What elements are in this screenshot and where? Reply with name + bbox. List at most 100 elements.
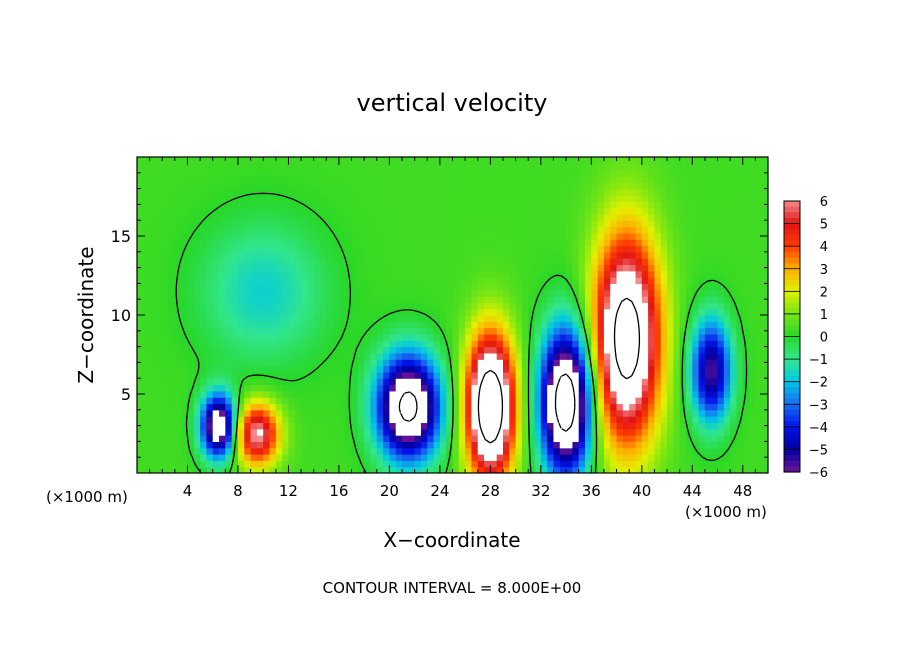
heatmap-cell <box>484 264 491 272</box>
heatmap-cell <box>376 428 384 436</box>
heatmap-cell <box>465 182 473 190</box>
heatmap-cell <box>275 315 283 322</box>
heatmap-cell <box>610 378 618 386</box>
heatmap-cell <box>143 277 151 284</box>
heatmap-cell <box>761 188 768 196</box>
heatmap-cell <box>521 315 529 322</box>
heatmap-cell <box>484 194 491 202</box>
heatmap-cell <box>193 283 201 291</box>
heatmap-cell <box>143 226 151 234</box>
heatmap-cell <box>408 460 416 468</box>
heatmap-cell <box>244 378 252 386</box>
heatmap-cell <box>597 435 605 442</box>
heatmap-cell <box>572 258 580 266</box>
heatmap-cell <box>547 315 555 322</box>
heatmap-cell <box>477 163 485 171</box>
heatmap-cell <box>484 283 491 291</box>
heatmap-cell <box>730 207 738 215</box>
heatmap-cell <box>591 157 599 164</box>
heatmap-cell <box>692 435 700 442</box>
heatmap-cell <box>200 245 208 253</box>
heatmap-cell <box>616 441 624 449</box>
heatmap-cell <box>502 283 510 291</box>
heatmap-cell <box>376 454 384 461</box>
heatmap-cell <box>250 454 258 461</box>
heatmap-cell <box>597 175 605 183</box>
heatmap-cell <box>610 327 618 335</box>
heatmap-cell <box>200 188 208 196</box>
heatmap-cell <box>433 346 441 354</box>
heatmap-cell <box>465 371 473 379</box>
heatmap-cell <box>174 435 182 442</box>
heatmap-cell <box>528 340 536 348</box>
heatmap-cell <box>471 466 479 473</box>
heatmap-cell <box>654 460 662 468</box>
heatmap-cell <box>502 352 510 360</box>
heatmap-cell <box>395 289 403 297</box>
heatmap-cell <box>578 321 586 329</box>
heatmap-cell <box>162 258 170 266</box>
heatmap-cell <box>168 251 176 259</box>
heatmap-cell <box>427 384 435 392</box>
heatmap-cell <box>572 302 580 310</box>
heatmap-cell <box>484 201 491 209</box>
heatmap-cell <box>269 296 277 303</box>
heatmap-cell <box>301 289 308 297</box>
heatmap-cell <box>534 194 542 202</box>
heatmap-cell <box>244 251 252 259</box>
heatmap-cell <box>364 245 372 253</box>
heatmap-cell <box>250 435 258 442</box>
heatmap-cell <box>162 315 170 322</box>
heatmap-cell <box>282 239 290 247</box>
heatmap-cell <box>250 245 258 253</box>
heatmap-cell <box>749 384 756 392</box>
heatmap-cell <box>465 447 473 455</box>
heatmap-cell <box>685 251 693 259</box>
heatmap-cell <box>414 428 422 436</box>
heatmap-cell <box>389 327 397 335</box>
heatmap-cell <box>282 454 290 461</box>
heatmap-cell <box>685 359 693 367</box>
heatmap-cell <box>585 182 592 190</box>
heatmap-cell <box>414 213 422 221</box>
heatmap-cell <box>301 220 308 228</box>
heatmap-cell <box>578 346 586 354</box>
heatmap-cell <box>187 365 195 373</box>
heatmap-cell <box>515 194 523 202</box>
heatmap-cell <box>496 169 504 177</box>
heatmap-cell <box>231 428 239 436</box>
heatmap-cell <box>597 428 605 436</box>
heatmap-cell <box>616 403 624 411</box>
heatmap-cell <box>496 409 504 417</box>
heatmap-cell <box>509 175 517 183</box>
heatmap-cell <box>547 232 555 240</box>
heatmap-cell <box>654 226 662 234</box>
heatmap-cell <box>711 327 719 335</box>
heatmap-cell <box>149 384 157 392</box>
heatmap-cell <box>578 289 586 297</box>
heatmap-cell <box>452 308 460 316</box>
heatmap-cell <box>319 283 327 291</box>
heatmap-cell <box>559 182 567 190</box>
heatmap-cell <box>225 232 233 240</box>
heatmap-cell <box>635 289 643 297</box>
heatmap-cell <box>692 182 700 190</box>
heatmap-cell <box>427 346 435 354</box>
heatmap-cell <box>452 460 460 468</box>
heatmap-cell <box>654 428 662 436</box>
heatmap-cell <box>717 365 725 373</box>
heatmap-cell <box>332 258 340 266</box>
heatmap-cell <box>566 163 573 171</box>
heatmap-cell <box>357 213 365 221</box>
heatmap-cell <box>168 220 176 228</box>
heatmap-cell <box>137 409 144 417</box>
heatmap-cell <box>288 232 296 240</box>
heatmap-cell <box>408 277 416 284</box>
heatmap-cell <box>200 340 208 348</box>
heatmap-cell <box>673 302 681 310</box>
heatmap-cell <box>629 378 637 386</box>
heatmap-cell <box>660 220 668 228</box>
heatmap-cell <box>408 239 416 247</box>
heatmap-cell <box>187 277 195 284</box>
heatmap-cell <box>566 327 573 335</box>
